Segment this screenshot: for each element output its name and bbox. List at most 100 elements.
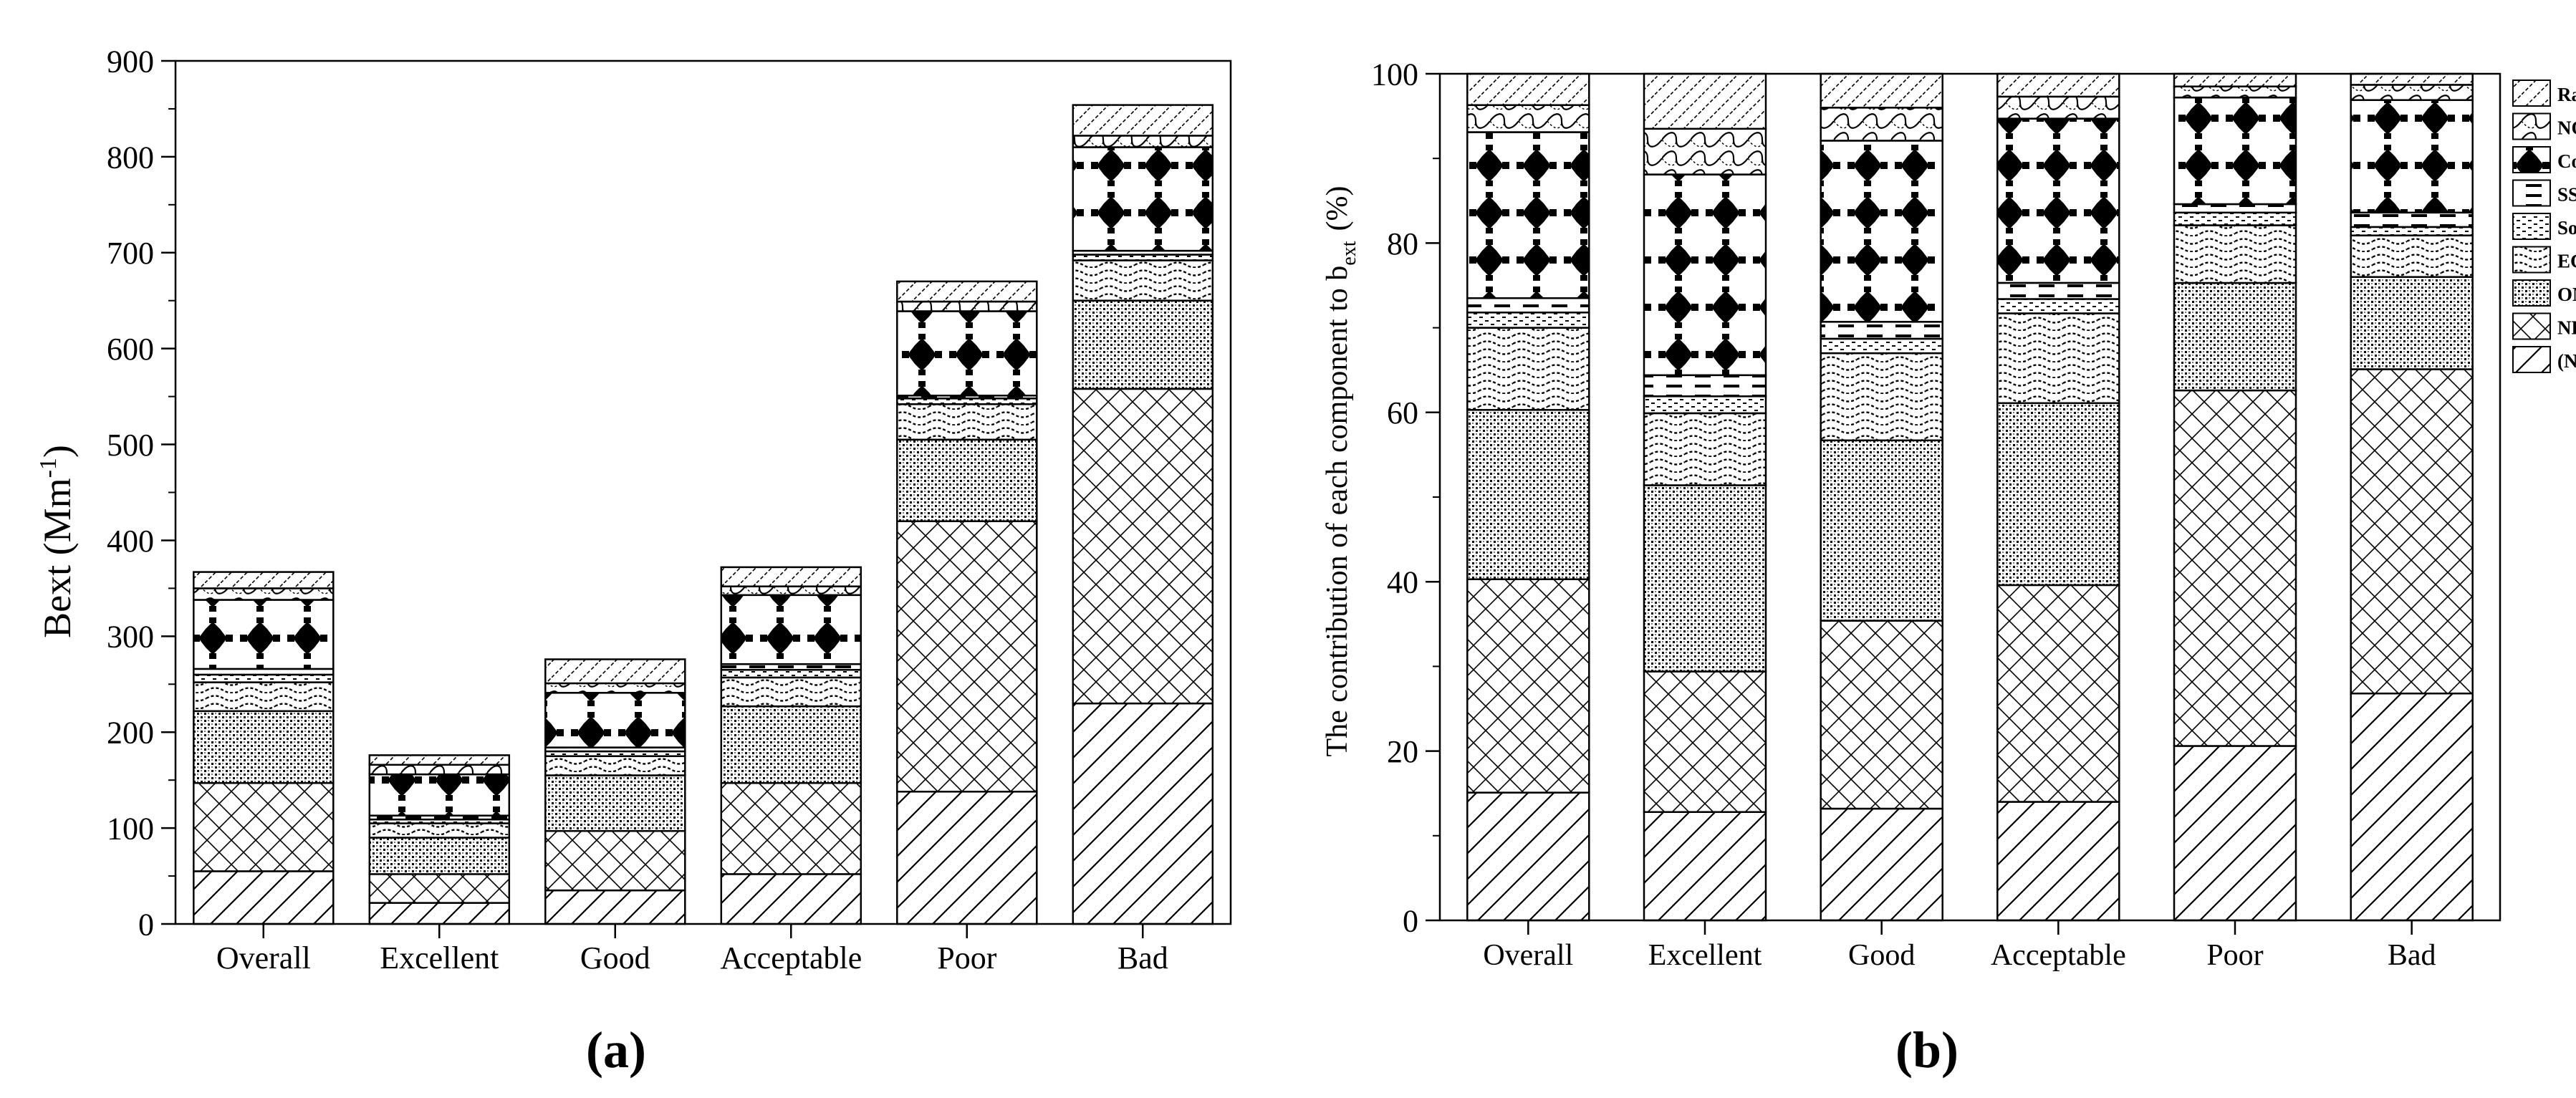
y-tick-label: 700 [107,236,154,271]
segment-nh4-2so4-overall [1466,791,1590,922]
legend-item-nh4-2so4: (NH4)2SO4 [2512,346,2576,373]
segment-ec-bad [1072,259,1214,302]
segment-no2-excellent [368,764,511,776]
segment-ec-acceptable [1996,312,2120,405]
segment-nh4-2so4-bad [1072,702,1214,925]
y-tick-label: 900 [107,44,154,79]
bext-stacked-bar-chart: Bext (Mm-1) Overall Excellent Good Acceptab… [35,44,1232,976]
x-tick-label: Poor [2206,939,2263,972]
legend-label: NO2 [2557,117,2576,143]
segment-rayleig-good [544,658,686,685]
x-tick-label: Bad [2388,939,2436,972]
legend-item-coarse-mass: Coarse Mass [2512,146,2576,173]
segment-coarse-mass-poor [2173,96,2297,206]
segment-coarse-mass-good [544,692,686,748]
segment-rayleig-excellent [368,754,511,766]
x-tick-label: Overall [1483,939,1573,972]
legend-swatch [2512,179,2551,207]
segment-soil-acceptable [1996,298,2120,314]
segment-om-bad [1072,299,1214,390]
legend-item-rayleig: Rayleig [2512,80,2576,107]
segment-nh4no3-acceptable [720,781,862,875]
segment-om-excellent [1643,484,1767,673]
segment-no2-good [544,682,686,694]
segment-rayleig-acceptable [1996,72,2120,98]
y-tick-label: 0 [138,907,154,942]
y-axis-label: Bext (Mm-1) [35,445,79,638]
segment-coarse-mass-good [1820,140,1943,323]
segment-nh4-2so4-excellent [1643,811,1767,922]
segment-no2-good [1820,107,1943,142]
segment-ss-poor [2173,203,2297,214]
segment-ec-overall [1466,327,1590,411]
y-tick-label: 40 [1387,565,1418,600]
segment-coarse-mass-poor [896,310,1038,397]
segment-soil-good [1820,337,1943,355]
y-tick-label: 300 [107,620,154,655]
bar-good [1820,72,1943,922]
segment-ec-bad [2350,234,2474,278]
y-tick-label: 0 [1403,903,1418,938]
segment-no2-bad [1072,135,1214,148]
segment-om-good [544,774,686,832]
segment-ss-good [1820,321,1943,340]
legend-label: SS [2557,184,2576,206]
panel-a-label: (a) [586,1021,646,1079]
bar-poor [896,280,1038,925]
segment-nh4no3-excellent [368,873,511,904]
segment-ss-bad [2350,211,2474,228]
segment-rayleig-poor [2173,72,2297,87]
segment-om-bad [2350,276,2474,370]
legend-item-om: OM [2512,279,2576,307]
segment-no2-poor [2173,85,2297,99]
segment-nh4-2so4-excellent [368,902,511,925]
segment-rayleig-bad [2350,72,2474,86]
y-tick-label: 80 [1387,226,1418,261]
bar-acceptable [720,566,862,925]
legend-swatch [2512,279,2551,307]
segment-nh4no3-overall [193,781,335,872]
segment-nh4-2so4-good [1820,807,1943,922]
legend-item-ec: EC [2512,246,2576,274]
x-tick-label: Acceptable [1991,939,2126,972]
segment-no2-excellent [1643,127,1767,175]
segment-rayleig-excellent [1643,72,1767,130]
legend-label: Coarse Mass [2557,150,2576,172]
segment-om-poor [2173,281,2297,392]
legend-swatch [2512,146,2551,173]
segment-soil-excellent [1643,395,1767,415]
segment-nh4no3-bad [1072,387,1214,705]
segment-coarse-mass-overall [193,599,335,670]
segment-soil-overall [193,673,335,683]
contribution-stacked-bar-chart: The contribution of each component to be… [1321,57,2576,972]
y-tick-label: 600 [107,332,154,367]
x-tick-label: Overall [216,940,311,976]
segment-nh4-2so4-acceptable [1996,801,2120,922]
y-tick-label: 500 [107,428,154,463]
legend-swatch [2512,246,2551,274]
legend-label: OM [2557,284,2576,305]
y-axis-label: The contribution of each component to be… [1321,186,1360,757]
segment-nh4no3-overall [1466,578,1590,794]
x-tick-label: Excellent [1648,939,1762,972]
segment-nh4no3-excellent [1643,670,1767,813]
segment-om-good [1820,439,1943,622]
x-tick-label: Good [1848,939,1915,972]
segment-coarse-mass-excellent [368,773,511,817]
bar-overall [193,571,335,925]
legend-swatch [2512,213,2551,240]
segment-no2-bad [2350,84,2474,101]
segment-soil-bad [2350,226,2474,236]
segment-no2-overall [193,587,335,601]
legend-label: EC [2557,251,2576,272]
y-tick-label: 400 [107,524,154,559]
bar-overall [1466,72,1590,922]
segment-ss-excellent [1643,374,1767,398]
legend-item-nh4no3: NH4NO3 [2512,312,2576,340]
x-tick-label: Acceptable [720,940,862,976]
bar-bad [2350,72,2474,922]
segment-nh4-2so4-overall [193,870,335,925]
bar-good [544,658,686,925]
segment-soil-overall [1466,312,1590,329]
